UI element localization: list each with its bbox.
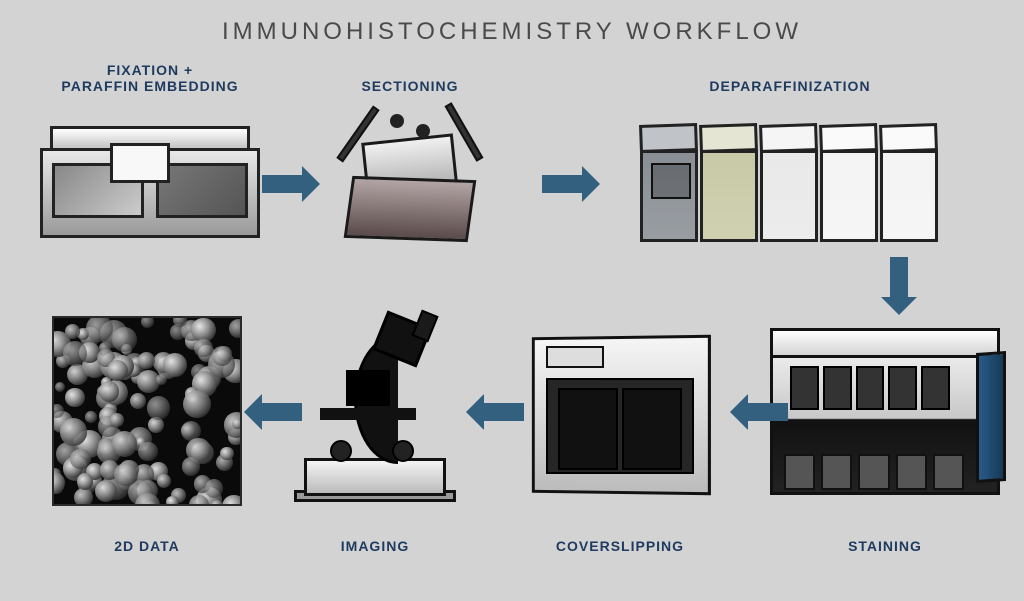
illustration-deparaffinization [640, 112, 940, 252]
arrow-coverslipping-to-imaging [466, 394, 524, 430]
arrow-staining-to-coverslipping [730, 394, 788, 430]
illustration-sectioning [320, 100, 500, 250]
label-fixation: FIXATION +PARAFFIN EMBEDDING [40, 62, 260, 94]
label-coverslipping: COVERSLIPPING [520, 538, 720, 554]
illustration-imaging [290, 312, 460, 502]
label-deparaffinization: DEPARAFFINIZATION [640, 78, 940, 94]
illustration-coverslipping [520, 320, 720, 500]
illustration-staining [770, 320, 1000, 500]
label-staining: STAINING [770, 538, 1000, 554]
arrow-sectioning-to-deparaffinization [542, 166, 600, 202]
label-sectioning: SECTIONING [320, 78, 500, 94]
arrow-deparaffinization-to-staining [881, 257, 917, 315]
label-data2d: 2D DATA [52, 538, 242, 554]
arrow-imaging-to-data2d [244, 394, 302, 430]
illustration-data2d [52, 316, 242, 506]
arrow-fixation-to-sectioning [262, 166, 320, 202]
page-title: IMMUNOHISTOCHEMISTRY WORKFLOW [0, 18, 1024, 46]
illustration-fixation [40, 108, 260, 238]
label-imaging: IMAGING [290, 538, 460, 554]
